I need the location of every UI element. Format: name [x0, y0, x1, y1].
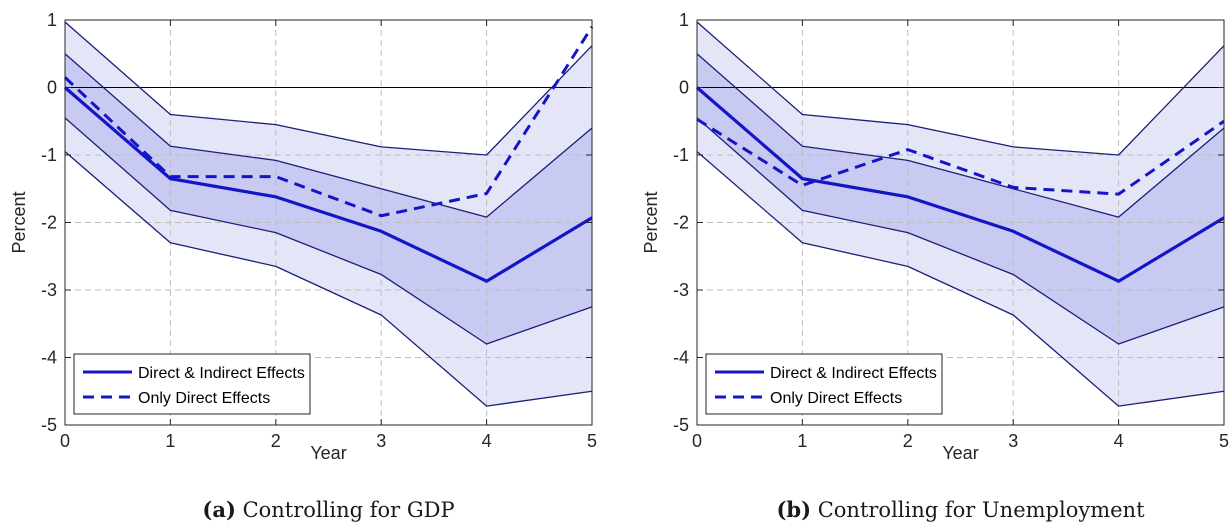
- outer-band-upper-edge: [696, 21, 1225, 156]
- x-tick-label: 5: [1219, 431, 1229, 451]
- inner-confidence-band: [65, 53, 592, 344]
- outer-band-lower-edge: [64, 151, 593, 407]
- y-tick-label: 0: [47, 78, 57, 98]
- panel-b: 0 1 2 3 4 5 1 0 -1 -2 -3 -4 -5 Year Percent Direct & In…: [641, 10, 1229, 522]
- y-axis-label: Percent: [9, 191, 29, 253]
- y-tick-label: -3: [41, 280, 57, 300]
- x-tick-label: 1: [797, 431, 807, 451]
- inner-band-upper-edge: [64, 53, 593, 218]
- caption-text: Controlling for GDP: [236, 498, 455, 522]
- x-tick-label: 0: [692, 431, 702, 451]
- x-tick-label: 2: [903, 431, 913, 451]
- x-tick-label: 3: [1008, 431, 1018, 451]
- y-tick-label: 1: [679, 10, 689, 30]
- y-tick-label: -1: [673, 145, 689, 165]
- x-axis-label: Year: [310, 443, 346, 463]
- legend: Direct & Indirect Effects Only Direct Eff…: [73, 353, 311, 415]
- y-tick-label: -4: [41, 348, 57, 368]
- panel-caption: (b) Controlling for Unemployment: [776, 497, 1145, 522]
- y-tick-label: -2: [41, 213, 57, 233]
- outer-band-lower-edge: [696, 151, 1225, 407]
- legend-box: [705, 353, 943, 415]
- x-axis-label: Year: [942, 443, 978, 463]
- panel-caption: (a) Controlling for GDP: [202, 497, 454, 522]
- x-tick-label: 5: [587, 431, 597, 451]
- y-tick-label: -3: [673, 280, 689, 300]
- series-line-solid: [63, 86, 593, 283]
- x-tick-label: 0: [60, 431, 70, 451]
- legend-label: Direct & Indirect Effects: [138, 365, 305, 382]
- legend: Direct & Indirect Effects Only Direct Eff…: [705, 353, 943, 415]
- y-tick-label: -2: [673, 213, 689, 233]
- inner-band-upper-edge: [696, 53, 1225, 218]
- x-tick-label: 2: [271, 431, 281, 451]
- series-line-dashed: [63, 25, 594, 218]
- caption-tag: (a): [202, 497, 235, 522]
- x-tick-label: 4: [1114, 431, 1124, 451]
- legend-label: Direct & Indirect Effects: [770, 365, 937, 382]
- y-tick-label: 1: [47, 10, 57, 30]
- legend-box: [73, 353, 311, 415]
- legend-label: Only Direct Effects: [770, 390, 902, 407]
- series-line-solid: [695, 86, 1225, 283]
- x-tick-label: 3: [376, 431, 386, 451]
- panel-a: 0 1 2 3 4 5 1 0 -1 -2 -3 -4 -5 Year Percent Direct & In…: [9, 10, 597, 522]
- inner-band-lower-edge: [64, 117, 593, 345]
- y-tick-label: -4: [673, 348, 689, 368]
- y-tick-label: 0: [679, 78, 689, 98]
- inner-band-lower-edge: [696, 117, 1225, 345]
- legend-label: Only Direct Effects: [138, 390, 270, 407]
- caption-text: Controlling for Unemployment: [811, 498, 1145, 522]
- y-axis-label: Percent: [641, 191, 661, 253]
- inner-confidence-band: [697, 53, 1224, 344]
- y-tick-label: -1: [41, 145, 57, 165]
- y-tick-label: -5: [673, 415, 689, 435]
- x-tick-label: 1: [165, 431, 175, 451]
- caption-tag: (b): [776, 497, 811, 522]
- outer-band-upper-edge: [64, 21, 593, 156]
- series-line-dashed: [696, 117, 1225, 196]
- x-tick-label: 4: [482, 431, 492, 451]
- y-tick-label: -5: [41, 415, 57, 435]
